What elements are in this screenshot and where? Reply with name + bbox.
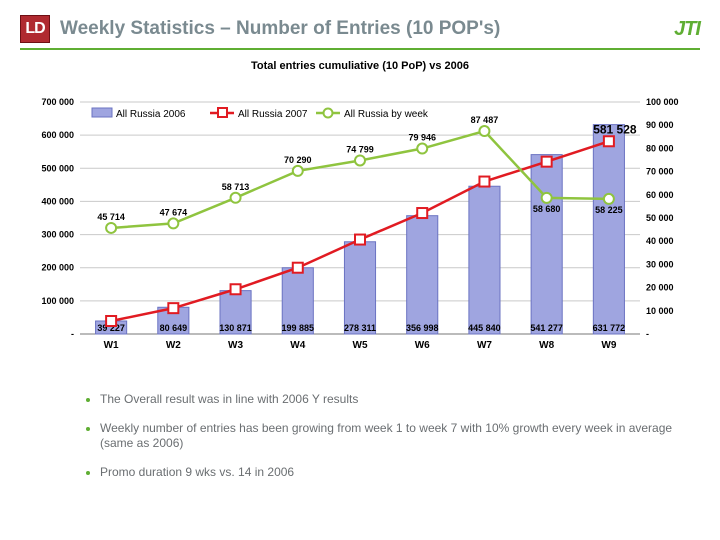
- svg-text:541 277: 541 277: [530, 323, 563, 333]
- svg-text:20 000: 20 000: [646, 283, 674, 293]
- svg-text:581 528: 581 528: [593, 122, 637, 136]
- svg-text:90 000: 90 000: [646, 120, 674, 130]
- svg-text:W6: W6: [415, 340, 430, 351]
- svg-text:600 000: 600 000: [41, 130, 74, 140]
- svg-text:100 000: 100 000: [646, 97, 679, 107]
- jti-logo: JTI: [674, 18, 700, 41]
- svg-text:30 000: 30 000: [646, 259, 674, 269]
- ld-logo: LD: [20, 15, 50, 43]
- list-item: The Overall result was in line with 2006…: [100, 392, 690, 407]
- svg-text:80 649: 80 649: [160, 323, 188, 333]
- bullet-list: The Overall result was in line with 2006…: [60, 392, 690, 480]
- svg-text:356 998: 356 998: [406, 323, 439, 333]
- svg-text:W2: W2: [166, 340, 181, 351]
- list-item: Promo duration 9 wks vs. 14 in 2006: [100, 465, 690, 480]
- svg-text:10 000: 10 000: [646, 306, 674, 316]
- svg-text:All Russia 2007: All Russia 2007: [238, 109, 308, 120]
- svg-text:-: -: [71, 329, 74, 339]
- chart-title: Total entries cumuliative (10 PoP) vs 20…: [20, 60, 700, 72]
- svg-text:W4: W4: [290, 340, 305, 351]
- svg-text:W5: W5: [353, 340, 368, 351]
- svg-text:79 946: 79 946: [408, 133, 436, 143]
- svg-text:87 487: 87 487: [471, 115, 499, 125]
- svg-text:278 311: 278 311: [344, 323, 376, 333]
- svg-text:100 000: 100 000: [41, 296, 74, 306]
- svg-text:W9: W9: [601, 340, 616, 351]
- svg-text:All Russia 2006: All Russia 2006: [116, 109, 186, 120]
- page-title: Weekly Statistics – Number of Entries (1…: [60, 18, 674, 40]
- svg-text:200 000: 200 000: [41, 263, 74, 273]
- svg-text:199 885: 199 885: [282, 323, 315, 333]
- svg-text:58 680: 58 680: [533, 204, 561, 214]
- svg-text:300 000: 300 000: [41, 230, 74, 240]
- list-item: Weekly number of entries has been growin…: [100, 421, 690, 451]
- svg-text:W1: W1: [104, 340, 119, 351]
- svg-text:70 000: 70 000: [646, 167, 674, 177]
- svg-text:45 714: 45 714: [97, 212, 125, 222]
- svg-text:58 225: 58 225: [595, 205, 623, 215]
- svg-text:445 840: 445 840: [468, 323, 501, 333]
- svg-text:60 000: 60 000: [646, 190, 674, 200]
- header-rule: [20, 48, 700, 50]
- svg-text:70 290: 70 290: [284, 155, 312, 165]
- svg-text:W3: W3: [228, 340, 243, 351]
- svg-text:631 772: 631 772: [593, 323, 626, 333]
- svg-text:80 000: 80 000: [646, 143, 674, 153]
- svg-text:700 000: 700 000: [41, 97, 74, 107]
- chart: - 100 000 200 000 300 000 400 000 500 000 600 …: [20, 74, 700, 374]
- svg-text:47 674: 47 674: [160, 207, 188, 217]
- svg-text:50 000: 50 000: [646, 213, 674, 223]
- svg-text:58 713: 58 713: [222, 182, 250, 192]
- svg-text:-: -: [646, 329, 649, 339]
- svg-text:130 871: 130 871: [219, 323, 252, 333]
- svg-text:74 799: 74 799: [346, 144, 374, 154]
- svg-text:W8: W8: [539, 340, 554, 351]
- svg-text:40 000: 40 000: [646, 236, 674, 246]
- svg-text:500 000: 500 000: [41, 163, 74, 173]
- svg-text:W7: W7: [477, 340, 492, 351]
- svg-text:400 000: 400 000: [41, 196, 74, 206]
- header: LD Weekly Statistics – Number of Entries…: [20, 12, 700, 46]
- svg-text:All Russia by week: All Russia by week: [344, 109, 429, 120]
